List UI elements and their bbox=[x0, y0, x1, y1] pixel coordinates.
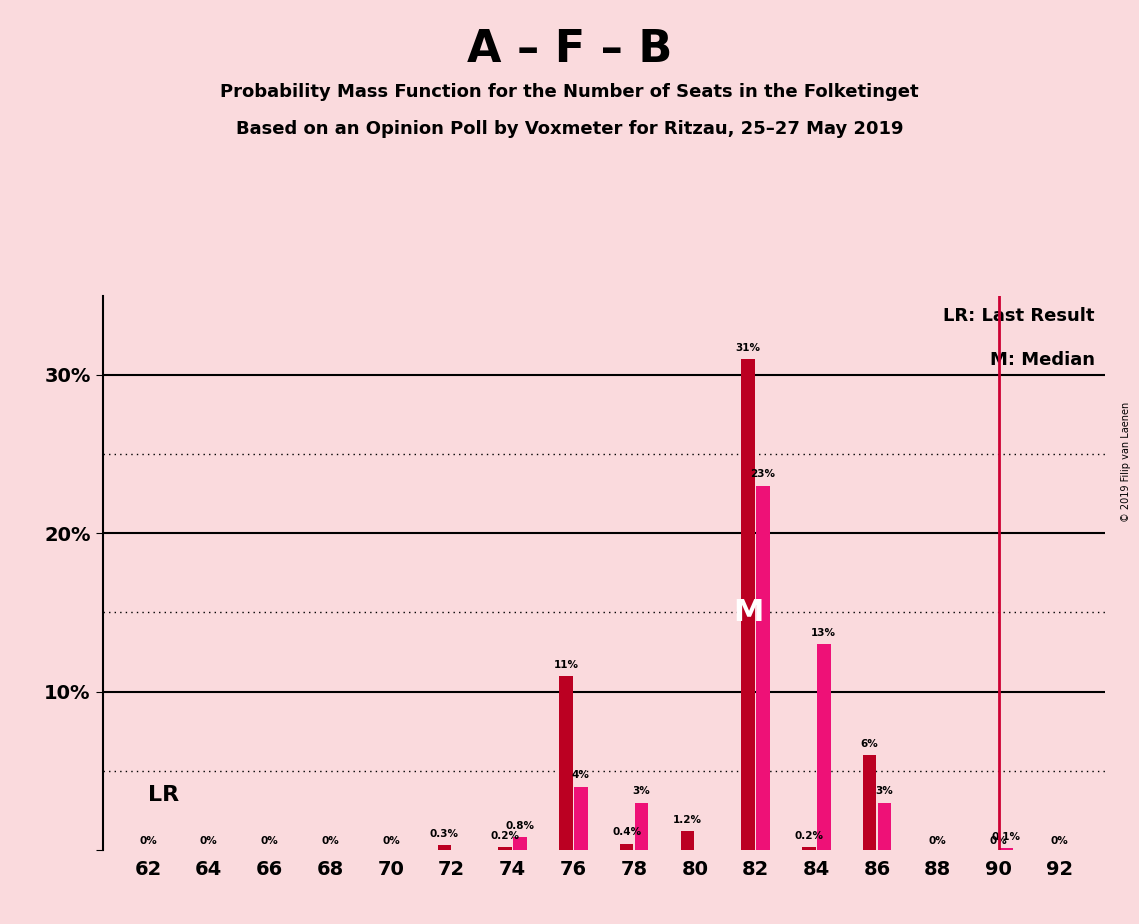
Text: M: Median: M: Median bbox=[990, 351, 1095, 369]
Text: 0.1%: 0.1% bbox=[991, 833, 1021, 842]
Bar bbox=[817, 644, 830, 850]
Bar bbox=[574, 786, 588, 850]
Text: 0%: 0% bbox=[139, 836, 157, 846]
Text: 0%: 0% bbox=[1050, 836, 1068, 846]
Bar bbox=[756, 486, 770, 850]
Bar bbox=[437, 845, 451, 850]
Text: 0.2%: 0.2% bbox=[491, 831, 519, 841]
Text: LR: LR bbox=[148, 784, 179, 805]
Text: A – F – B: A – F – B bbox=[467, 28, 672, 71]
Text: 0.2%: 0.2% bbox=[794, 831, 823, 841]
Bar bbox=[802, 847, 816, 850]
Text: 3%: 3% bbox=[632, 786, 650, 796]
Bar bbox=[634, 803, 648, 850]
Text: M: M bbox=[732, 598, 763, 627]
Text: 0%: 0% bbox=[321, 836, 339, 846]
Text: 23%: 23% bbox=[751, 469, 776, 480]
Text: Probability Mass Function for the Number of Seats in the Folketinget: Probability Mass Function for the Number… bbox=[220, 83, 919, 101]
Bar bbox=[999, 848, 1013, 850]
Text: 0%: 0% bbox=[200, 836, 218, 846]
Text: 0%: 0% bbox=[929, 836, 947, 846]
Text: 0.4%: 0.4% bbox=[612, 827, 641, 837]
Text: 13%: 13% bbox=[811, 627, 836, 638]
Text: 0.8%: 0.8% bbox=[506, 821, 534, 831]
Text: 11%: 11% bbox=[554, 660, 579, 670]
Text: 1.2%: 1.2% bbox=[673, 815, 702, 825]
Text: LR: Last Result: LR: Last Result bbox=[943, 307, 1095, 324]
Text: 0.3%: 0.3% bbox=[429, 829, 459, 839]
Bar bbox=[680, 831, 694, 850]
Text: Based on an Opinion Poll by Voxmeter for Ritzau, 25–27 May 2019: Based on an Opinion Poll by Voxmeter for… bbox=[236, 120, 903, 138]
Text: 0%: 0% bbox=[261, 836, 278, 846]
Text: © 2019 Filip van Laenen: © 2019 Filip van Laenen bbox=[1121, 402, 1131, 522]
Text: 31%: 31% bbox=[736, 343, 761, 353]
Text: 3%: 3% bbox=[876, 786, 893, 796]
Bar bbox=[862, 755, 876, 850]
Text: 0%: 0% bbox=[383, 836, 400, 846]
Bar bbox=[514, 837, 527, 850]
Text: 6%: 6% bbox=[861, 738, 878, 748]
Text: 4%: 4% bbox=[572, 771, 590, 781]
Bar bbox=[741, 359, 755, 850]
Bar bbox=[559, 675, 573, 850]
Bar bbox=[620, 844, 633, 850]
Text: 0%: 0% bbox=[990, 836, 1007, 846]
Bar bbox=[498, 847, 511, 850]
Bar bbox=[878, 803, 892, 850]
